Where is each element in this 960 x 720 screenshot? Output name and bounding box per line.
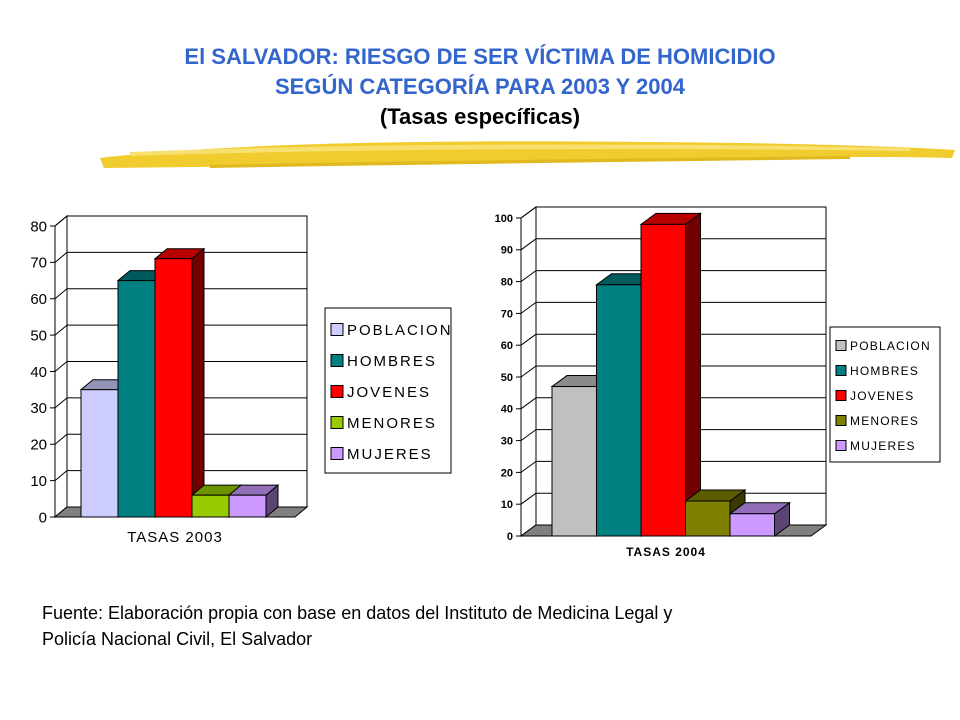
gridline-side [520, 238, 537, 251]
legend-label: JOVENES [850, 389, 914, 403]
legend-label: HOMBRES [347, 353, 437, 370]
gridline-side [54, 251, 68, 263]
y-tick-label: 20 [501, 467, 513, 479]
y-tick-label: 100 [495, 213, 513, 225]
y-tick-label: 10 [501, 499, 513, 511]
legend-swatch [835, 340, 847, 351]
bar-mujeres [729, 513, 775, 537]
legend-label: MUJERES [850, 439, 916, 453]
bar-side [685, 212, 701, 537]
y-tick-label: 60 [501, 340, 513, 352]
y-tick-label: 80 [30, 218, 47, 235]
gridline-side [54, 215, 68, 227]
legend-label: MENORES [347, 415, 437, 432]
y-tick-label: 30 [30, 400, 47, 417]
source-line-1: Fuente: Elaboración propia con base en d… [42, 603, 673, 623]
gridline-side [520, 460, 537, 473]
bar-jovenes [640, 223, 686, 537]
gridline-side [54, 470, 68, 482]
y-tick-label: 20 [30, 437, 47, 454]
legend-swatch [330, 447, 344, 460]
legend-box [829, 326, 941, 463]
bar-poblacion [80, 389, 119, 518]
bar-jovenes [154, 258, 193, 518]
legend-label: JOVENES [347, 384, 431, 401]
legend-swatch [330, 354, 344, 367]
y-tick-label: 30 [501, 435, 513, 447]
title-line-3: (Tasas específicas) [379, 104, 581, 129]
legend-swatch [330, 323, 344, 336]
legend-label: POBLACION [347, 322, 453, 339]
legend-label: MENORES [850, 414, 919, 428]
y-tick-label: 40 [30, 364, 47, 381]
legend-swatch [835, 390, 847, 401]
y-tick-label: 40 [501, 404, 513, 416]
bar-poblacion [551, 386, 597, 537]
gridline-side [520, 492, 537, 505]
bar-menores [685, 500, 731, 537]
gridline-side [520, 365, 537, 378]
x-axis-label: TASAS 2003 [127, 529, 223, 546]
legend-swatch [835, 440, 847, 451]
gridline-side [520, 397, 537, 410]
gridline-side [54, 433, 68, 445]
y-tick-label: 80 [501, 276, 513, 288]
source-note: Fuente: Elaboración propia con base en d… [42, 600, 922, 652]
title-line-1: El SALVADOR: RIESGO DE SER VÍCTIMA DE HO… [184, 44, 776, 69]
bar-hombres [596, 284, 642, 537]
y-tick-label: 70 [501, 308, 513, 320]
legend-swatch [330, 416, 344, 429]
legend-swatch [330, 385, 344, 398]
gridline-side [54, 288, 68, 300]
gridline-side [54, 397, 68, 409]
gridline-side [54, 324, 68, 336]
y-tick-label: 0 [39, 509, 47, 526]
legend-label: MUJERES [347, 446, 433, 463]
y-tick-label: 50 [30, 327, 47, 344]
y-tick-label: 0 [507, 531, 513, 543]
y-tick-label: 90 [501, 245, 513, 257]
gridline-side [520, 333, 537, 346]
legend-label: HOMBRES [850, 364, 919, 378]
gridline-side [520, 270, 537, 283]
y-tick-label: 70 [30, 255, 47, 272]
legend-swatch [835, 415, 847, 426]
bar-hombres [117, 280, 156, 518]
y-tick-label: 60 [30, 291, 47, 308]
legend-label: POBLACION [850, 339, 931, 353]
gridline-side [520, 206, 537, 219]
yellow-brush-stroke [100, 141, 955, 168]
y-tick-label: 50 [501, 372, 513, 384]
gridline-side [520, 301, 537, 314]
x-axis-label: TASAS 2004 [626, 545, 706, 559]
legend-swatch [835, 365, 847, 376]
title-line-2: SEGÚN CATEGORÍA PARA 2003 Y 2004 [275, 74, 685, 99]
y-tick-label: 10 [30, 473, 47, 490]
gridline-side [54, 361, 68, 372]
source-line-2: Policía Nacional Civil, El Salvador [42, 629, 313, 649]
legend-box [324, 307, 452, 474]
gridline-side [520, 429, 537, 442]
page-title: El SALVADOR: RIESGO DE SER VÍCTIMA DE HO… [0, 42, 960, 132]
